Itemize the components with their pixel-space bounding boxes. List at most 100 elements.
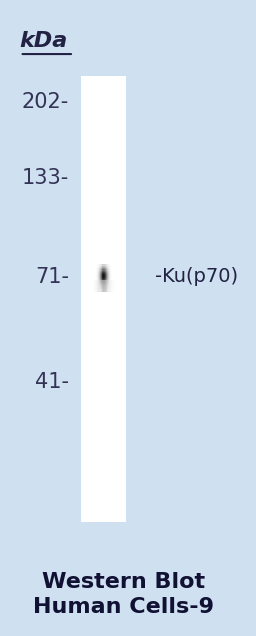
Bar [113, 273, 114, 275]
Bar [109, 264, 110, 266]
Bar [112, 268, 113, 270]
Bar [119, 280, 120, 293]
Bar [117, 281, 118, 282]
Bar [102, 277, 103, 279]
Bar [97, 284, 98, 286]
Bar [93, 275, 94, 277]
Bar [116, 264, 117, 266]
Bar [89, 271, 90, 273]
Bar [104, 287, 105, 289]
Bar [92, 283, 93, 285]
Bar [96, 279, 97, 280]
Bar [98, 269, 99, 271]
Bar [84, 286, 85, 287]
Bar [87, 280, 88, 282]
Bar [103, 275, 104, 277]
Bar [94, 264, 95, 266]
Bar [112, 273, 113, 275]
Bar [104, 272, 105, 274]
Bar [92, 273, 93, 275]
Bar [111, 282, 112, 284]
Bar [94, 279, 95, 280]
Bar [92, 270, 93, 272]
Bar [111, 281, 112, 282]
Bar [89, 286, 90, 287]
Bar [104, 271, 105, 273]
Bar [94, 280, 95, 282]
Bar [120, 279, 121, 280]
Bar [91, 269, 92, 271]
Bar [110, 275, 111, 277]
Bar [97, 264, 98, 266]
Bar [110, 271, 111, 273]
Bar [88, 264, 89, 266]
Bar [108, 284, 109, 286]
Bar [107, 287, 108, 289]
Bar [89, 279, 90, 280]
Bar [95, 282, 96, 284]
Bar [93, 277, 94, 279]
Bar [92, 276, 93, 278]
Bar [105, 266, 106, 268]
Bar [94, 268, 95, 270]
Bar [121, 269, 122, 271]
Bar [85, 277, 86, 279]
Bar [120, 273, 121, 275]
Bar [119, 283, 120, 285]
Bar [113, 283, 114, 285]
Bar [84, 284, 85, 286]
Bar [96, 280, 97, 293]
Bar [122, 265, 123, 267]
Bar [93, 282, 94, 284]
Bar [108, 269, 109, 271]
Bar [103, 287, 104, 289]
Bar [92, 268, 93, 270]
Bar [92, 265, 93, 267]
Bar [93, 273, 94, 275]
Bar [91, 277, 92, 279]
Bar [92, 264, 93, 266]
Bar [91, 265, 92, 267]
Bar [103, 276, 104, 278]
Bar [94, 266, 95, 268]
Bar [118, 270, 119, 272]
Bar [112, 275, 113, 277]
Bar [93, 275, 94, 277]
Bar [96, 269, 97, 271]
Bar [93, 287, 94, 289]
Bar [117, 270, 118, 272]
Bar [111, 269, 112, 271]
Bar [119, 275, 120, 277]
Bar [96, 284, 97, 286]
Bar [100, 269, 101, 271]
Bar [109, 284, 110, 286]
Bar [100, 283, 101, 285]
Bar [102, 280, 103, 293]
Bar [96, 264, 97, 266]
Bar [93, 272, 94, 274]
Bar [100, 284, 101, 286]
Bar [95, 268, 96, 270]
Bar [97, 282, 98, 284]
Bar [102, 272, 103, 274]
Bar [118, 266, 119, 268]
Bar [100, 273, 101, 275]
Bar [86, 283, 87, 285]
Bar [88, 287, 89, 289]
Bar [105, 273, 106, 275]
Bar [120, 271, 121, 273]
Bar [120, 265, 121, 267]
Bar [101, 287, 102, 289]
Bar [121, 276, 122, 278]
Bar [112, 277, 113, 279]
Bar [105, 281, 106, 282]
Bar [122, 266, 123, 268]
Bar [111, 281, 112, 282]
Bar [108, 282, 109, 284]
Bar [93, 276, 94, 278]
Bar [94, 265, 95, 267]
Bar [120, 266, 121, 268]
Bar [121, 281, 122, 282]
Bar [97, 287, 98, 289]
Bar [112, 275, 113, 277]
